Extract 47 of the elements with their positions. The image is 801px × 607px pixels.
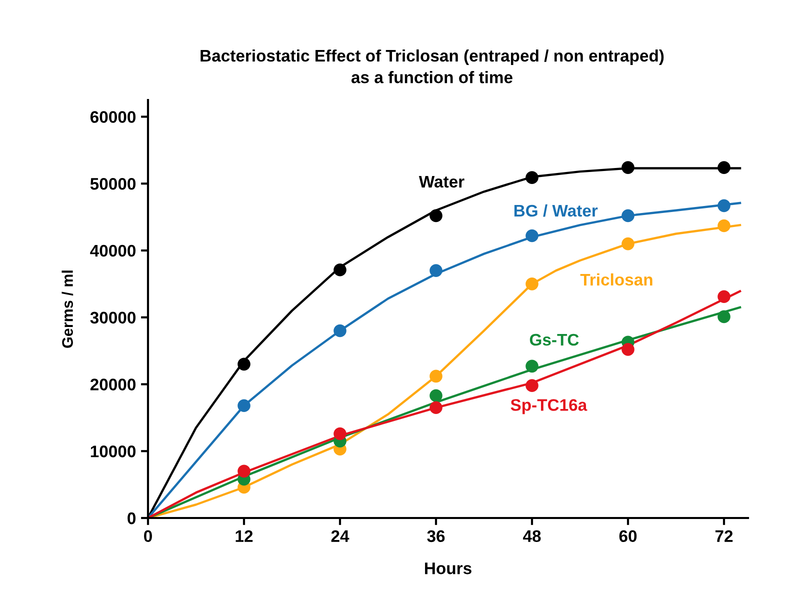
y-axis-title: Germs / ml [62, 270, 74, 348]
point [334, 427, 346, 440]
point [238, 358, 250, 371]
y-tick-label: 60000 [90, 111, 136, 123]
point [718, 290, 730, 304]
point [430, 264, 442, 277]
point [622, 209, 634, 222]
point [430, 209, 442, 222]
x-axis-title: Hours [425, 562, 472, 574]
x-tick-label: 0 [144, 530, 152, 542]
point [526, 229, 538, 242]
y-tick-label: 50000 [90, 178, 136, 190]
series-label: Water [418, 176, 464, 188]
point [526, 379, 538, 392]
x-tick-label: 12 [236, 530, 253, 542]
point [718, 161, 730, 174]
point [238, 399, 250, 412]
point [430, 370, 442, 383]
series-label: Triclosan [580, 273, 652, 286]
series-label: Gs-TC [530, 334, 579, 346]
series-label: Sp-TC16a [510, 399, 588, 414]
point [622, 237, 634, 250]
point [718, 219, 730, 232]
point [622, 343, 634, 356]
y-tick-label: 0 [128, 512, 136, 524]
point [526, 360, 538, 373]
y-tick-label: 30000 [90, 312, 136, 324]
y-tick-label: 10000 [90, 446, 136, 458]
point [430, 401, 442, 414]
x-tick-label: 72 [715, 530, 733, 542]
x-tick-label: 60 [619, 530, 637, 542]
x-tick-label: 24 [331, 530, 350, 542]
x-tick-label: 36 [427, 530, 445, 542]
y-tick-label: 20000 [90, 378, 136, 390]
x-tick-label: 48 [522, 530, 541, 542]
y-tick-label: 40000 [90, 244, 136, 257]
point [430, 389, 442, 402]
point [238, 464, 250, 478]
point [718, 310, 730, 324]
chart-title: Bacteriostatic Effect of Triclosan (entraped / non entraped) as a function of time [200, 49, 664, 84]
point [526, 171, 538, 184]
point [718, 199, 730, 212]
series-label: BG / Water [514, 204, 598, 217]
point [622, 161, 634, 174]
point [334, 324, 346, 338]
point [526, 278, 538, 290]
point [334, 263, 346, 276]
